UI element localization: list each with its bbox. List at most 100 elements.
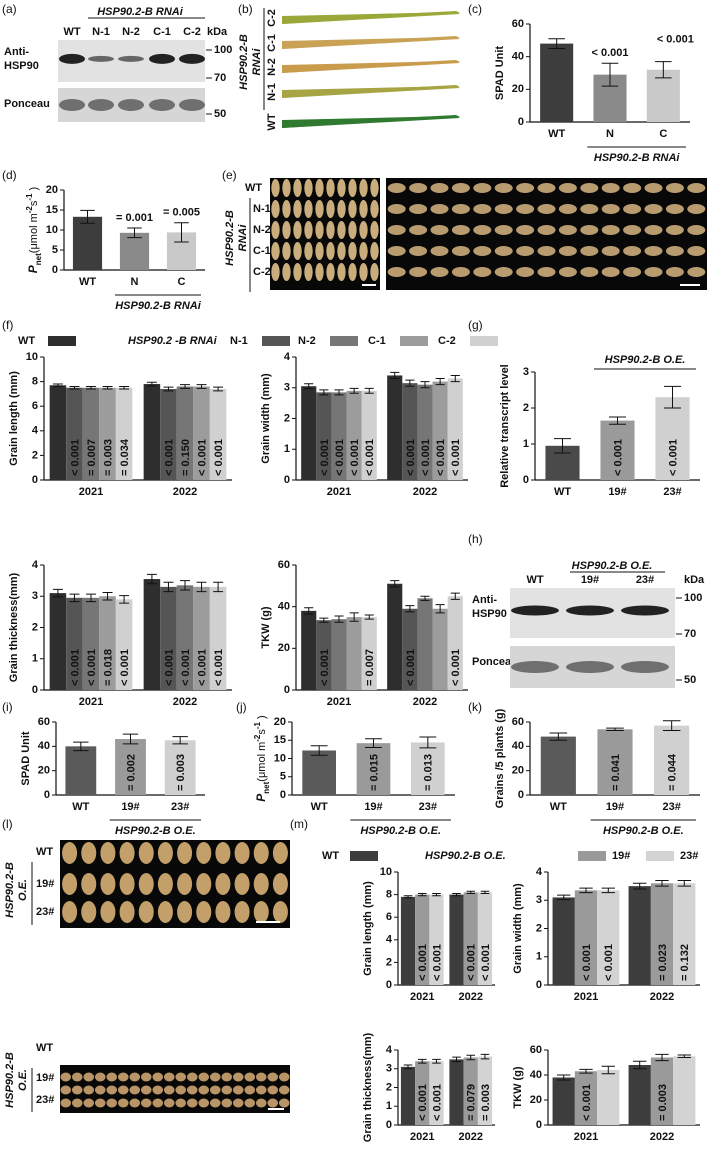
grain xyxy=(71,1098,83,1108)
grain xyxy=(315,221,324,239)
error-bar xyxy=(677,879,691,887)
grain xyxy=(558,225,577,235)
grain xyxy=(94,1085,106,1095)
panel-label: (i) xyxy=(2,700,13,714)
legend-swatch xyxy=(48,336,76,346)
error-bar xyxy=(334,615,344,623)
group-label: O.E. xyxy=(17,879,29,901)
grain xyxy=(232,1085,244,1095)
error-bar xyxy=(452,892,461,897)
bar xyxy=(346,390,362,480)
bar xyxy=(209,586,227,690)
y-axis-label: Grain width (mm) xyxy=(260,373,272,464)
p-value: < 0.001 xyxy=(466,944,478,981)
bar xyxy=(417,384,433,480)
p-value: < 0.001 xyxy=(603,944,615,981)
error-bar xyxy=(663,385,682,409)
error-bar xyxy=(364,614,374,620)
error-bar xyxy=(417,1058,427,1064)
error-bar xyxy=(601,1065,615,1075)
y-tick-label: 2 xyxy=(32,449,38,461)
y-tick-label: 10 xyxy=(46,224,58,236)
y-axis-label-part: ) xyxy=(28,187,40,194)
grain xyxy=(304,200,313,218)
grain xyxy=(304,242,313,260)
grain xyxy=(282,263,291,281)
grain xyxy=(140,1085,152,1095)
x-tick-label: 19# xyxy=(364,801,382,813)
x-tick-label: WT xyxy=(548,128,565,140)
p-value: = 0.034 xyxy=(119,438,131,476)
grain xyxy=(315,200,324,218)
y-tick-label: 1 xyxy=(284,443,290,455)
grain xyxy=(163,1072,175,1082)
y-tick-label: 2 xyxy=(32,621,38,633)
error-bar xyxy=(420,381,430,389)
bar xyxy=(540,736,576,795)
error-bar xyxy=(579,1068,593,1074)
grain xyxy=(253,901,269,923)
y-tick-label: 8 xyxy=(386,889,392,901)
y-axis-label: Grains /5 plants (g) xyxy=(494,708,506,808)
grain xyxy=(278,1072,290,1082)
bar xyxy=(650,1057,674,1125)
bar xyxy=(552,1077,575,1125)
line-label: C-1 xyxy=(266,34,278,52)
grain xyxy=(687,267,706,277)
error-bar xyxy=(405,379,415,387)
p-value: < 0.001 xyxy=(417,1084,429,1121)
grain xyxy=(601,225,620,235)
grain xyxy=(665,246,684,256)
grain xyxy=(537,183,556,193)
grain xyxy=(370,242,379,260)
grain xyxy=(387,225,406,235)
bar xyxy=(417,598,433,690)
bar xyxy=(415,894,430,985)
line-label: C-2 xyxy=(266,9,278,27)
y-axis-label-part: P xyxy=(254,793,268,802)
y-tick-label: 0 xyxy=(536,1119,542,1131)
error-bar xyxy=(174,222,189,243)
x-tick-label: 2022 xyxy=(173,486,197,498)
y-tick-label: 6 xyxy=(386,911,392,923)
bar xyxy=(331,619,347,690)
error-bar xyxy=(655,1053,669,1062)
y-axis-label: Grain length (mm) xyxy=(362,881,374,976)
p-value: = 0.005 xyxy=(163,207,200,219)
error-bar xyxy=(403,1064,413,1070)
lane-label: C-1 xyxy=(153,26,171,38)
lane-label: N-1 xyxy=(92,26,110,38)
grain xyxy=(198,1072,210,1082)
grain xyxy=(516,267,535,277)
panel-label: (a) xyxy=(2,2,17,16)
band xyxy=(149,53,175,64)
y-tick-label: 60 xyxy=(38,716,50,728)
grain xyxy=(94,1098,106,1108)
grain xyxy=(157,901,173,923)
error-bar xyxy=(601,62,619,87)
grain xyxy=(267,1085,279,1095)
grain xyxy=(100,901,116,923)
error-bar xyxy=(213,386,224,392)
grain xyxy=(644,246,663,256)
bar xyxy=(66,387,83,480)
error-bar xyxy=(304,383,314,390)
grain xyxy=(175,1098,187,1108)
group-label: HSP90.2-B O.E. xyxy=(360,825,441,837)
error-bar xyxy=(435,604,445,614)
x-tick-label: N xyxy=(606,128,614,140)
p-value: = 0.003 xyxy=(657,1084,669,1121)
grain xyxy=(337,179,346,197)
y-tick-label: 4 xyxy=(32,559,39,571)
grain xyxy=(234,842,250,864)
panel-label: (h) xyxy=(468,532,483,546)
error-bar xyxy=(180,580,190,591)
grain xyxy=(163,1085,175,1095)
panel-label: (k) xyxy=(468,700,482,714)
p-value: = 0.079 xyxy=(466,1084,478,1121)
error-bar xyxy=(662,720,681,732)
error-bar xyxy=(606,727,624,732)
grain xyxy=(209,1098,221,1108)
grain xyxy=(537,246,556,256)
line-label: WT xyxy=(36,846,53,858)
